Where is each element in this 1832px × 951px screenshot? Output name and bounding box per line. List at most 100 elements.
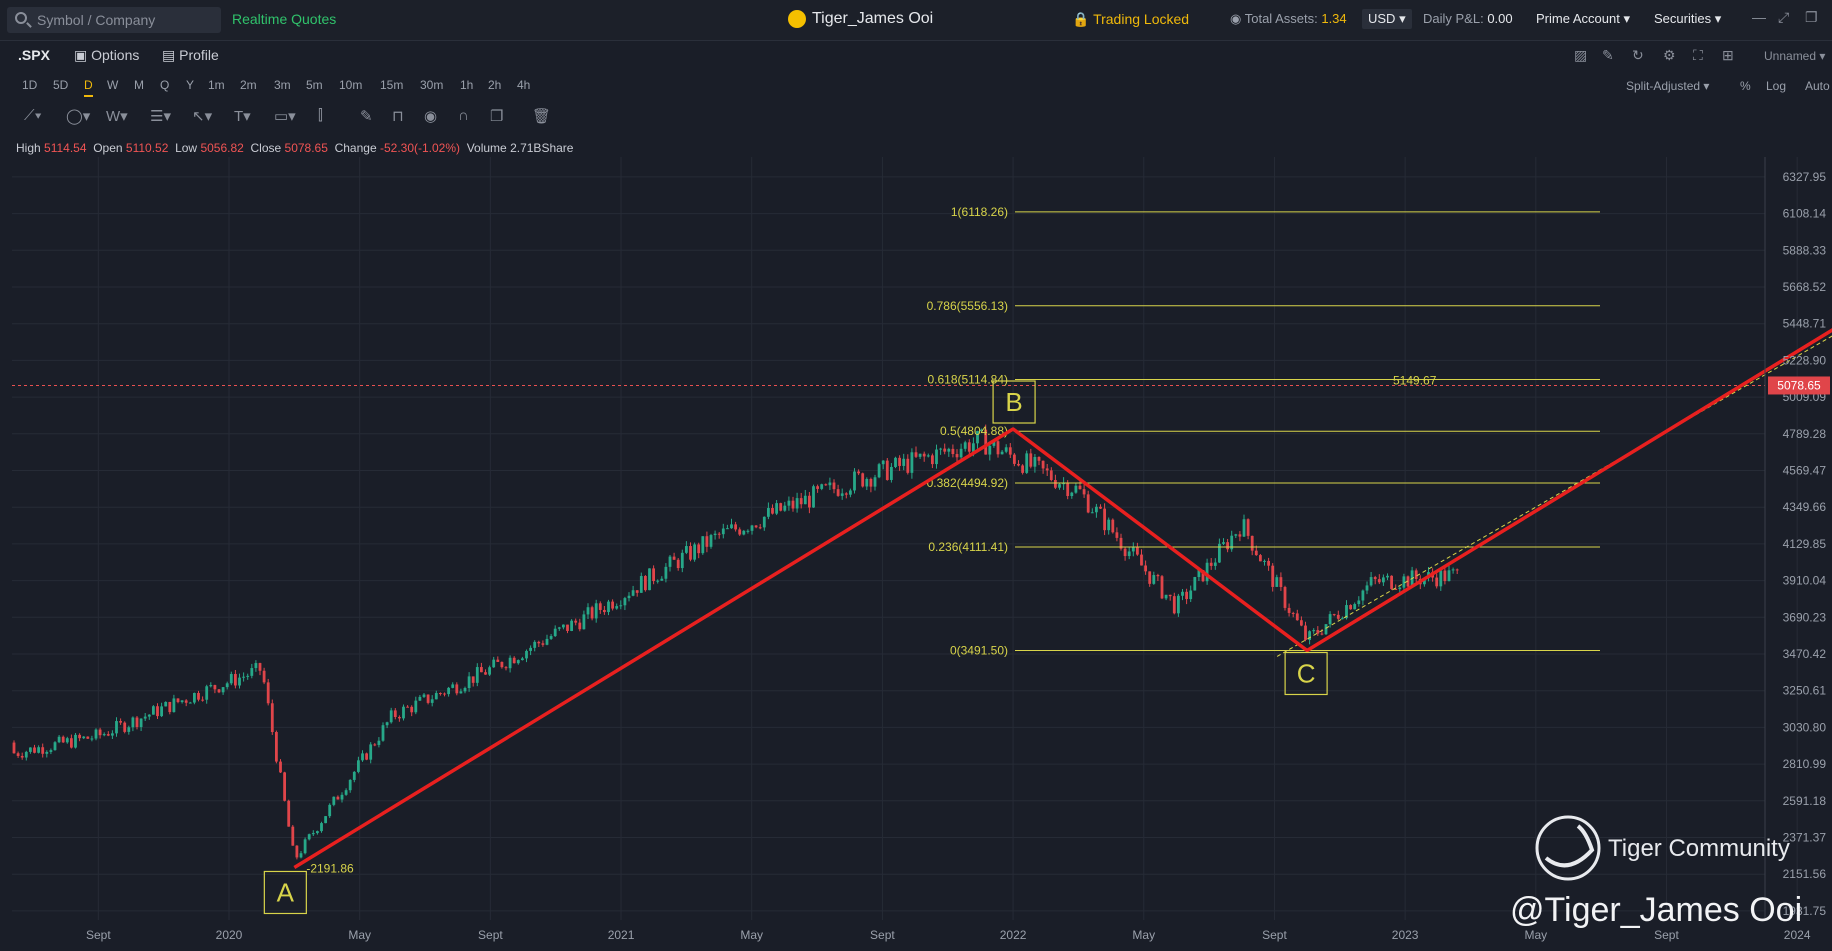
period-10m[interactable]: 10m: [339, 78, 363, 92]
point-a-box[interactable]: [263, 870, 307, 915]
current-price-label: 5078.65: [1777, 378, 1821, 392]
total-assets-value: 1.34: [1321, 11, 1347, 26]
candle-body: [361, 753, 364, 761]
minimize-icon[interactable]: —: [1752, 9, 1766, 25]
lock-icon[interactable]: ⊓: [392, 108, 404, 125]
refresh-icon[interactable]: ↻: [1632, 47, 1644, 63]
prime-account-menu[interactable]: Prime Account ▾: [1536, 11, 1630, 26]
shape-tool-icon[interactable]: ◯▾: [66, 108, 91, 125]
log-toggle[interactable]: Log: [1766, 79, 1787, 93]
percent-toggle[interactable]: %: [1740, 79, 1751, 93]
clone-icon[interactable]: ❐: [490, 108, 504, 125]
candle-body: [328, 804, 332, 817]
securities-menu[interactable]: Securities ▾: [1654, 11, 1722, 26]
period-2h[interactable]: 2h: [488, 78, 502, 92]
restore-icon[interactable]: ❐: [1805, 9, 1818, 25]
period-2m[interactable]: 2m: [240, 78, 257, 92]
currency-select[interactable]: USD ▾: [1362, 9, 1412, 29]
eye-icon[interactable]: ◉: [1230, 11, 1242, 26]
candle-body: [611, 601, 614, 609]
candle-body: [1312, 630, 1316, 632]
period-1m[interactable]: 1m: [208, 78, 225, 92]
period-1h[interactable]: 1h: [460, 78, 474, 92]
pencil-icon[interactable]: ✎: [360, 108, 373, 125]
draw-icon[interactable]: ✎: [1602, 47, 1614, 63]
price-tick-label: 2810.99: [1783, 757, 1827, 771]
candle-body: [984, 429, 988, 455]
screenshot-icon[interactable]: ▨: [1574, 47, 1588, 63]
candle-body: [20, 755, 24, 758]
period-M[interactable]: M: [134, 78, 144, 92]
handle-watermark: @Tiger_James Ooi: [1510, 891, 1802, 929]
time-axis[interactable]: May Sept 2020 May Sept 2021 May Sept 2022 May Sept…: [0, 928, 1811, 942]
tab-options[interactable]: ▣ Options: [74, 47, 139, 64]
layout-name-select[interactable]: Unnamed ▾: [1764, 49, 1826, 63]
period-30m[interactable]: 30m: [420, 78, 444, 92]
candle-body: [275, 732, 278, 762]
period-W[interactable]: W: [107, 78, 119, 92]
visibility-icon[interactable]: ◉: [424, 108, 438, 125]
candle-body: [426, 694, 430, 703]
candle-body: [844, 493, 848, 495]
candle-body: [1131, 547, 1135, 552]
candle-body: [771, 508, 774, 514]
candle-body: [53, 742, 57, 751]
label-tool-icon[interactable]: ▭▾: [274, 108, 296, 125]
candle-body: [918, 453, 922, 457]
period-15m[interactable]: 15m: [380, 78, 404, 92]
candle-body: [545, 638, 549, 645]
fullscreen-icon[interactable]: ⛶: [1693, 47, 1703, 63]
period-1D[interactable]: 1D: [22, 78, 38, 92]
price-axis[interactable]: 6327.95 6108.14 5888.33 5668.52 5448.71 5228.…: [1764, 157, 1830, 920]
period-D[interactable]: D: [84, 78, 93, 97]
period-Q[interactable]: Q: [160, 78, 170, 92]
auto-toggle[interactable]: Auto: [1805, 79, 1830, 93]
candle-body: [1423, 578, 1426, 585]
price-chart[interactable]: 1(6118.26) 0.786(5556.13) 0.618(5114.84) 0.…: [0, 157, 1832, 951]
candle-body: [217, 689, 221, 693]
candle-body: [951, 448, 955, 455]
candle-body: [521, 658, 524, 661]
period-5D[interactable]: 5D: [53, 78, 69, 92]
fib-tool-icon[interactable]: ☰▾: [150, 108, 171, 125]
period-5m[interactable]: 5m: [306, 78, 323, 92]
realtime-quotes-link[interactable]: Realtime Quotes: [232, 11, 337, 27]
candle-body: [721, 528, 725, 535]
settings-icon[interactable]: ⚙: [1663, 47, 1676, 63]
layout-grid-icon[interactable]: ⊞: [1722, 47, 1734, 63]
period-4h[interactable]: 4h: [517, 78, 531, 92]
tab-symbol[interactable]: .SPX: [18, 47, 50, 63]
adjustment-select[interactable]: Split-Adjusted ▾: [1626, 79, 1710, 93]
trash-icon[interactable]: 🗑: [532, 108, 552, 125]
candle-body: [1398, 587, 1402, 590]
point-c-box[interactable]: [1284, 651, 1328, 696]
cursor-tool-icon[interactable]: ↖▾: [192, 108, 213, 125]
abcd-line[interactable]: [293, 212, 1832, 869]
candle-body: [1361, 590, 1365, 601]
pattern-tool-icon[interactable]: W▾: [106, 108, 128, 125]
candle-body: [1148, 571, 1152, 584]
text-tool-icon[interactable]: T▾: [234, 108, 251, 125]
candle-body: [1382, 577, 1385, 583]
symbol-search-input[interactable]: Symbol / Company: [7, 7, 221, 33]
options-icon: ▣: [74, 47, 88, 63]
line-tool-icon[interactable]: ⟋▾: [24, 107, 42, 124]
candle-body: [1295, 613, 1299, 621]
candle-body: [672, 556, 676, 560]
candle-body: [1447, 570, 1451, 582]
measure-tool-icon[interactable]: ⫿: [318, 107, 323, 124]
period-Y[interactable]: Y: [186, 78, 195, 92]
candle-body: [619, 605, 623, 607]
trading-locked-button[interactable]: 🔒 Trading Locked: [1072, 11, 1190, 27]
tiger-logo-icon: [788, 10, 806, 28]
point-b-box[interactable]: [992, 380, 1036, 424]
period-3m[interactable]: 3m: [274, 78, 291, 92]
candle-body: [1443, 570, 1447, 582]
tab-profile[interactable]: ▤ Profile: [162, 47, 219, 64]
candle-body: [205, 686, 209, 700]
detach-icon[interactable]: ⤢: [1778, 9, 1790, 25]
magnet-icon[interactable]: ∩: [458, 107, 469, 124]
candle-body: [603, 609, 606, 613]
point-a-label: A: [277, 877, 295, 907]
